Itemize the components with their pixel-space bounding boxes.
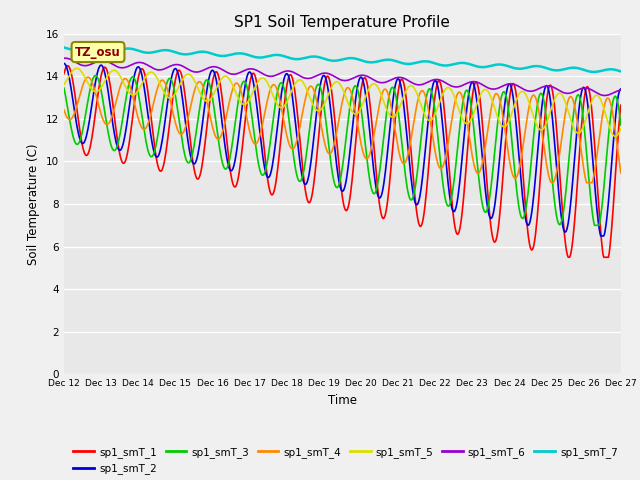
sp1_smT_6: [617, 87, 625, 93]
sp1_smT_4: [84, 74, 92, 80]
sp1_smT_2: [184, 138, 192, 144]
sp1_smT_7: [214, 53, 222, 59]
Line: sp1_smT_6: sp1_smT_6: [64, 58, 621, 96]
sp1_smT_3: [128, 74, 136, 80]
Line: sp1_smT_4: sp1_smT_4: [64, 77, 621, 183]
sp1_smT_2: [70, 105, 78, 111]
sp1_smT_5: [428, 117, 435, 123]
sp1_smT_5: [411, 86, 419, 92]
sp1_smT_2: [214, 83, 221, 89]
sp1_smT_2: [60, 60, 68, 66]
sp1_smT_5: [617, 126, 625, 132]
sp1_smT_3: [60, 85, 68, 91]
sp1_smT_7: [428, 59, 435, 65]
sp1_smT_5: [214, 82, 222, 87]
sp1_smT_1: [128, 118, 136, 124]
Legend: sp1_smT_1, sp1_smT_2, sp1_smT_3, sp1_smT_4, sp1_smT_5, sp1_smT_6, sp1_smT_7: sp1_smT_1, sp1_smT_2, sp1_smT_3, sp1_smT…: [69, 443, 622, 478]
Y-axis label: Soil Temperature (C): Soil Temperature (C): [28, 143, 40, 265]
sp1_smT_7: [617, 69, 625, 74]
sp1_smT_7: [70, 47, 78, 52]
sp1_smT_5: [60, 82, 68, 87]
sp1_smT_7: [411, 60, 419, 66]
sp1_smT_1: [565, 254, 573, 260]
sp1_smT_4: [185, 112, 193, 118]
sp1_smT_2: [617, 86, 625, 92]
sp1_smT_6: [214, 65, 222, 71]
sp1_smT_7: [185, 51, 193, 57]
Line: sp1_smT_5: sp1_smT_5: [64, 68, 621, 136]
Text: TZ_osu: TZ_osu: [75, 46, 121, 59]
sp1_smT_6: [185, 67, 193, 72]
sp1_smT_3: [185, 160, 193, 166]
sp1_smT_5: [128, 92, 136, 97]
sp1_smT_2: [127, 90, 135, 96]
Line: sp1_smT_2: sp1_smT_2: [64, 63, 621, 236]
sp1_smT_6: [61, 55, 69, 61]
sp1_smT_4: [128, 91, 136, 96]
sp1_smT_7: [87, 44, 95, 50]
sp1_smT_1: [185, 124, 193, 130]
sp1_smT_3: [214, 135, 222, 141]
sp1_smT_7: [60, 45, 68, 50]
sp1_smT_4: [214, 136, 222, 142]
sp1_smT_1: [71, 91, 79, 97]
sp1_smT_5: [612, 133, 620, 139]
sp1_smT_3: [411, 187, 419, 192]
sp1_smT_5: [70, 67, 78, 72]
sp1_smT_6: [60, 55, 68, 61]
sp1_smT_4: [60, 107, 68, 113]
sp1_smT_4: [70, 111, 78, 117]
sp1_smT_2: [597, 233, 605, 239]
Line: sp1_smT_7: sp1_smT_7: [64, 47, 621, 72]
sp1_smT_6: [411, 81, 419, 87]
sp1_smT_6: [128, 61, 136, 67]
Title: SP1 Soil Temperature Profile: SP1 Soil Temperature Profile: [234, 15, 451, 30]
sp1_smT_1: [411, 192, 419, 198]
X-axis label: Time: Time: [328, 394, 357, 407]
sp1_smT_3: [591, 222, 598, 228]
sp1_smT_6: [601, 93, 609, 98]
sp1_smT_6: [428, 78, 435, 84]
sp1_smT_3: [617, 122, 625, 128]
sp1_smT_4: [617, 170, 625, 176]
sp1_smT_2: [410, 195, 418, 201]
sp1_smT_3: [92, 72, 100, 78]
sp1_smT_4: [428, 123, 435, 129]
Line: sp1_smT_3: sp1_smT_3: [64, 75, 621, 225]
sp1_smT_6: [71, 59, 79, 65]
sp1_smT_1: [214, 72, 222, 78]
sp1_smT_2: [426, 98, 434, 104]
sp1_smT_5: [74, 65, 81, 71]
sp1_smT_1: [428, 134, 435, 140]
sp1_smT_1: [60, 71, 68, 77]
Line: sp1_smT_1: sp1_smT_1: [64, 66, 621, 257]
sp1_smT_4: [411, 113, 419, 119]
sp1_smT_7: [128, 46, 136, 52]
sp1_smT_3: [428, 88, 435, 94]
sp1_smT_4: [548, 180, 556, 186]
sp1_smT_7: [590, 69, 598, 75]
sp1_smT_1: [64, 63, 72, 69]
sp1_smT_3: [70, 137, 78, 143]
sp1_smT_1: [617, 102, 625, 108]
sp1_smT_5: [185, 71, 193, 77]
